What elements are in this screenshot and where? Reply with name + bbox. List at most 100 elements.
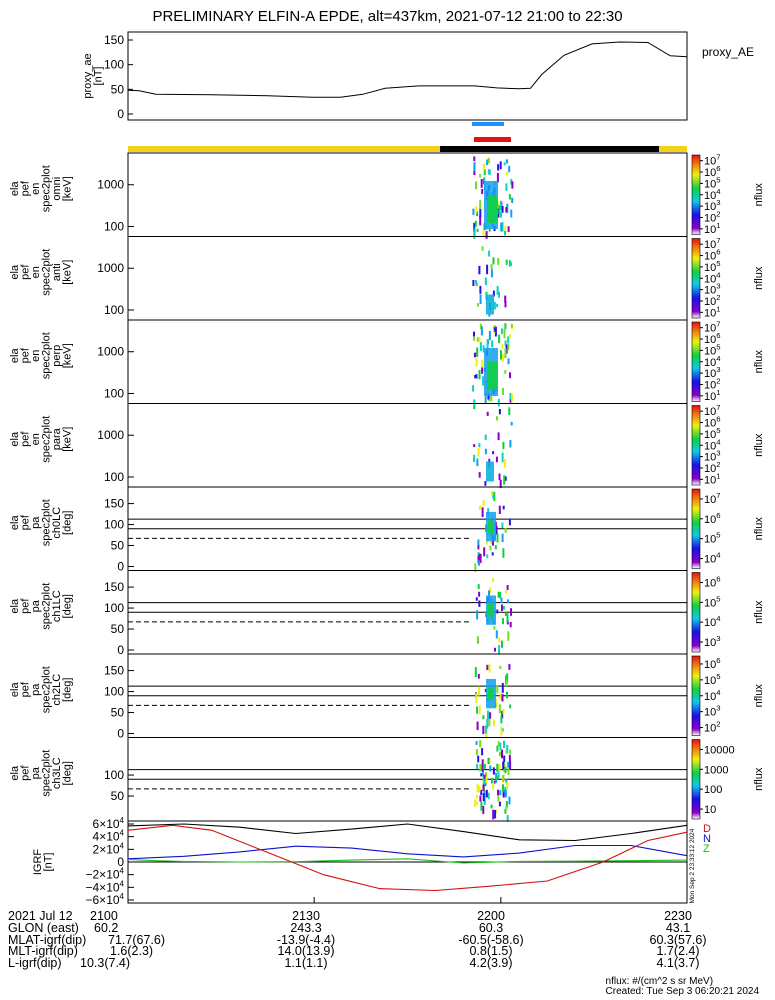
spectrogram-pixel — [484, 396, 487, 404]
colorbar-tick-label: 105 — [704, 259, 721, 274]
spectrogram-pixel — [485, 231, 488, 239]
energy-tick-label: 100 — [104, 219, 124, 233]
spectrogram-pixel — [507, 761, 510, 768]
footer-value: -13.9(-4.4) — [276, 932, 336, 947]
axis-label-line: ela — [9, 515, 21, 531]
colorbar-tick-label: 104 — [704, 614, 721, 629]
spectrogram-pixel — [498, 505, 501, 514]
igrf-side-text: Mon Sep 2 23:33:12 2024 — [689, 828, 696, 903]
spectrogram-pixel — [473, 399, 476, 407]
colorbar-tick-label: 106 — [704, 574, 721, 589]
energy-tick-label: 1000 — [97, 428, 124, 442]
spectrogram-pixel — [501, 640, 503, 648]
spectrogram-pixel — [501, 533, 504, 543]
spectrogram-pixel — [488, 717, 491, 727]
spectrogram-core — [487, 195, 497, 223]
pa-core — [488, 687, 494, 700]
spectrogram-pixel — [498, 801, 501, 807]
spectrogram-pixel — [480, 326, 483, 336]
axis-label-line: pa — [30, 766, 42, 779]
axis-label-line: pef — [19, 681, 31, 697]
spectrogram-pixel — [481, 759, 484, 765]
spectrogram-pixel — [502, 505, 505, 510]
spectrogram-pixel — [508, 194, 511, 200]
spectrogram-pixel — [505, 748, 507, 754]
spectrogram-pixel — [505, 171, 508, 176]
spectrogram-pixel — [507, 226, 510, 233]
spectrogram-pixel — [488, 227, 491, 232]
axis-label-line: pef — [19, 180, 31, 196]
spectrogram-pixel — [473, 156, 476, 162]
spectrogram-pixel — [502, 792, 505, 796]
spectrogram-pixel — [497, 258, 500, 265]
spectrogram-pixel — [506, 159, 508, 164]
spectrogram-pixel — [473, 444, 476, 448]
igrf-side-text-label: Mon Sep 2 23:33:12 2024 — [689, 828, 696, 903]
spectrogram-pixel — [484, 725, 487, 734]
spectrogram-pixel — [506, 585, 509, 590]
spectrogram-pixel — [504, 230, 506, 236]
spectrogram-pixel — [496, 303, 499, 308]
spectrogram-pixel — [499, 200, 502, 211]
proxy-frame — [127, 31, 688, 121]
spectrogram-pixel — [504, 528, 507, 533]
spectrogram-pixel — [481, 748, 484, 756]
colorbar-tick-label: 10000 — [704, 744, 735, 756]
colorbar-tick-label: 107 — [704, 403, 721, 418]
spectrogram-pixel — [473, 167, 476, 176]
spectrogram-pixel — [498, 764, 501, 772]
axis-label-line: anti — [51, 263, 63, 281]
spectrogram-pixel — [500, 328, 503, 335]
spectrogram-pixel — [501, 749, 503, 759]
footer-value: 14.0(13.9) — [277, 944, 335, 959]
colorbar-tick-label: 105 — [704, 531, 721, 546]
spectrogram-pixel — [486, 159, 489, 166]
igrf-tick-label: −2×104 — [86, 867, 125, 882]
spectrogram-pixel — [475, 282, 478, 287]
pa-tick-label: 100 — [104, 518, 124, 532]
colorbar-tick-label: 101 — [704, 388, 721, 403]
spectrogram-pixel — [500, 715, 503, 724]
spectrogram-pixel — [479, 341, 482, 352]
proxy-tick-label: 150 — [104, 33, 124, 47]
spectrogram-pixel — [482, 376, 485, 386]
colorbar-tick-label: 104 — [704, 551, 721, 566]
spectrogram-pixel — [497, 789, 499, 796]
axis-label-line: ch3LC — [51, 757, 63, 789]
colorbar — [691, 739, 701, 820]
colorbar-tick-label: 105 — [704, 672, 721, 687]
spectrogram-pixel — [494, 545, 497, 550]
footer-value: 71.7(67.6) — [108, 932, 165, 947]
axis-label-line: spec2plot — [40, 666, 52, 713]
energy-tick-label: 1000 — [97, 178, 124, 192]
spectrogram-pixel — [487, 792, 490, 800]
axis-label-line: ela — [9, 765, 21, 781]
energy-tick-label: 100 — [104, 470, 124, 484]
spectrogram-pixel — [502, 441, 505, 449]
pa-tick-label: 0 — [117, 727, 124, 741]
spectrogram-pixel — [480, 801, 483, 811]
spectrogram-pixel — [476, 458, 479, 467]
spectrogram-pixel — [509, 393, 512, 400]
spectrogram-pixel — [477, 447, 480, 457]
axis-label-line: pef — [19, 347, 31, 363]
spectrogram-pixel — [510, 608, 512, 616]
spectrogram-pixel — [475, 693, 478, 703]
spectrogram-pixel — [482, 769, 484, 777]
igrf-tick-label: 6×104 — [93, 816, 125, 831]
colorbar-label: nflux — [753, 433, 765, 457]
spectrogram-pixel — [504, 476, 507, 481]
spectrogram-pixel — [475, 741, 478, 745]
spectrogram-pixel — [483, 547, 486, 557]
spectrogram-pixel — [472, 385, 475, 392]
spectrogram-pixel — [478, 265, 481, 275]
footer-value: 43.1 — [665, 920, 691, 935]
spectrogram-perp: 1000100elapefenspec2plotperp[keV]1071061… — [9, 319, 765, 407]
colorbar — [691, 154, 701, 235]
spectrogram-pixel — [478, 443, 481, 448]
spectrogram-pixel — [474, 352, 477, 357]
spectrogram-pixel — [482, 805, 485, 814]
igrf-legend-N: N — [703, 833, 711, 845]
